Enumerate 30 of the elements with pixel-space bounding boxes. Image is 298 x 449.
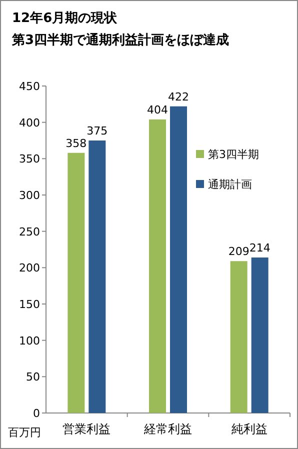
- chart-title: 12年6月期の現状: [12, 11, 118, 26]
- data-label: 404: [147, 103, 168, 116]
- y-tick-label: 300: [19, 189, 40, 202]
- data-label: 358: [66, 136, 87, 150]
- y-tick-label: 50: [26, 370, 40, 384]
- y-tick-label: 100: [19, 334, 40, 348]
- y-tick-label: 400: [19, 116, 40, 130]
- bar: [88, 140, 106, 413]
- y-axis-title: 百万円: [8, 426, 41, 439]
- y-tick-label: 250: [19, 225, 40, 238]
- y-tick-label: 350: [19, 152, 40, 166]
- bar: [251, 257, 268, 413]
- bar: [149, 119, 166, 413]
- y-tick-label: 0: [33, 407, 40, 420]
- data-label: 209: [228, 245, 250, 258]
- data-label: 375: [86, 124, 108, 138]
- chart-subtitle: 第3四半期で通期利益計画をほぼ達成: [11, 32, 230, 48]
- legend-label: 第3四半期: [208, 148, 259, 161]
- data-label: 422: [168, 90, 189, 104]
- bar: [68, 152, 85, 413]
- bar: [230, 261, 248, 413]
- x-tick-label: 経常利益: [143, 422, 192, 436]
- x-tick-label: 営業利益: [62, 422, 111, 436]
- legend-label: 通期計画: [208, 178, 252, 191]
- y-tick-label: 200: [19, 262, 40, 275]
- y-tick-label: 450: [19, 80, 40, 93]
- data-label: 214: [249, 241, 270, 254]
- bar: [170, 106, 187, 413]
- y-tick-label: 150: [19, 298, 40, 311]
- x-tick-label: 純利益: [231, 422, 268, 436]
